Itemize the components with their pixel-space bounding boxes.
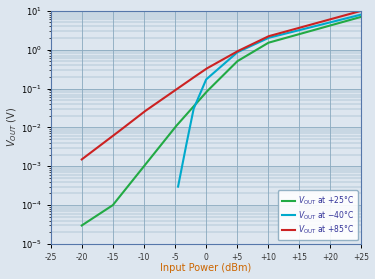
$\mathbf{V_{OUT}}$ at −40°C xyxy=(250,44,255,47)
$\mathbf{V_{OUT}}$ at +25°C xyxy=(272,40,276,43)
X-axis label: Input Power (dBm): Input Power (dBm) xyxy=(160,263,252,273)
$\mathbf{V_{OUT}}$ at +25°C xyxy=(202,92,207,95)
Line: $\mathbf{V_{OUT}}$ at +25°C: $\mathbf{V_{OUT}}$ at +25°C xyxy=(82,17,362,225)
Y-axis label: $V_{OUT}$ (V): $V_{OUT}$ (V) xyxy=(6,107,19,147)
Line: $\mathbf{V_{OUT}}$ at −40°C: $\mathbf{V_{OUT}}$ at −40°C xyxy=(178,15,362,187)
$\mathbf{V_{OUT}}$ at +25°C xyxy=(359,15,364,18)
$\mathbf{V_{OUT}}$ at −40°C xyxy=(302,27,306,31)
$\mathbf{V_{OUT}}$ at −40°C xyxy=(176,185,180,188)
$\mathbf{V_{OUT}}$ at +25°C xyxy=(193,103,197,107)
$\mathbf{V_{OUT}}$ at +85°C xyxy=(108,136,112,140)
$\mathbf{V_{OUT}}$ at +85°C xyxy=(202,68,207,71)
$\mathbf{V_{OUT}}$ at −40°C xyxy=(195,100,199,103)
$\mathbf{V_{OUT}}$ at −40°C xyxy=(359,13,364,16)
$\mathbf{V_{OUT}}$ at +25°C xyxy=(298,32,302,36)
Line: $\mathbf{V_{OUT}}$ at +85°C: $\mathbf{V_{OUT}}$ at +85°C xyxy=(82,11,362,159)
Legend: $V_{\mathrm{OUT}}$ at +25°C, $V_{\mathrm{OUT}}$ at −40°C, $V_{\mathrm{OUT}}$ at : $V_{\mathrm{OUT}}$ at +25°C, $V_{\mathrm… xyxy=(278,191,358,240)
$\mathbf{V_{OUT}}$ at +85°C xyxy=(272,33,276,37)
$\mathbf{V_{OUT}}$ at +25°C xyxy=(108,205,112,208)
$\mathbf{V_{OUT}}$ at −40°C xyxy=(256,41,261,44)
$\mathbf{V_{OUT}}$ at +85°C xyxy=(80,158,84,161)
$\mathbf{V_{OUT}}$ at −40°C xyxy=(322,22,327,25)
$\mathbf{V_{OUT}}$ at −40°C xyxy=(319,23,323,26)
$\mathbf{V_{OUT}}$ at +85°C xyxy=(303,25,307,28)
$\mathbf{V_{OUT}}$ at +85°C xyxy=(193,75,197,78)
$\mathbf{V_{OUT}}$ at +85°C xyxy=(359,9,364,13)
$\mathbf{V_{OUT}}$ at +85°C xyxy=(298,26,302,29)
$\mathbf{V_{OUT}}$ at +25°C xyxy=(80,224,84,227)
$\mathbf{V_{OUT}}$ at +25°C xyxy=(303,31,307,34)
